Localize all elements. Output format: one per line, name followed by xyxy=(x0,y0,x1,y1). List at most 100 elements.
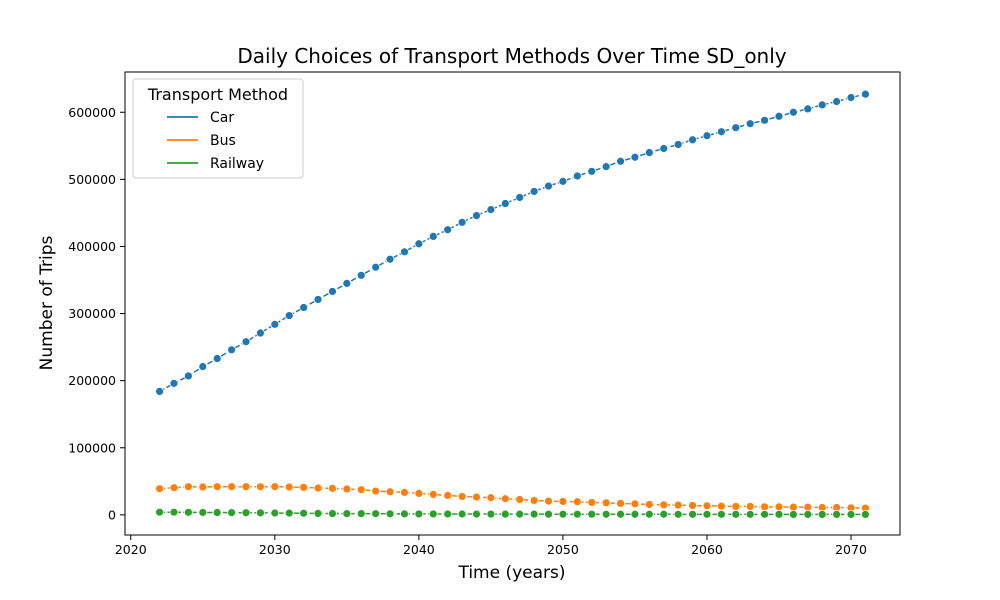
data-point-railway xyxy=(414,509,424,519)
data-point-railway xyxy=(385,509,395,519)
x-axis-label: Time (years) xyxy=(457,563,565,583)
data-point-bus xyxy=(299,482,309,492)
data-point-car xyxy=(572,171,582,181)
data-point-bus xyxy=(241,482,251,492)
data-point-bus xyxy=(774,502,784,512)
data-point-car xyxy=(630,152,640,162)
data-point-railway xyxy=(371,509,381,519)
data-point-car xyxy=(515,193,525,202)
data-point-car xyxy=(284,311,294,320)
legend-label-railway: Railway xyxy=(210,156,264,172)
data-point-railway xyxy=(760,509,769,519)
data-point-car xyxy=(328,287,337,296)
data-point-railway xyxy=(183,507,193,517)
data-point-car xyxy=(731,123,741,133)
data-point-car xyxy=(212,354,222,363)
data-point-car xyxy=(169,378,179,388)
data-point-railway xyxy=(716,509,726,519)
data-point-railway xyxy=(587,509,597,519)
data-point-bus xyxy=(284,482,294,492)
data-point-car xyxy=(414,239,424,249)
data-point-railway xyxy=(630,509,640,519)
data-point-car xyxy=(688,135,697,145)
data-point-car xyxy=(659,144,669,153)
y-tick-label: 300000 xyxy=(68,306,116,321)
data-point-railway xyxy=(774,509,784,519)
chart-title: Daily Choices of Transport Methods Over … xyxy=(237,44,786,68)
data-point-bus xyxy=(371,486,381,496)
data-point-railway xyxy=(644,509,654,519)
data-point-bus xyxy=(472,492,481,502)
data-point-bus xyxy=(673,500,683,510)
data-point-car xyxy=(500,199,510,208)
series-layer xyxy=(155,89,870,519)
data-point-bus xyxy=(443,491,453,500)
data-point-car xyxy=(789,107,798,117)
data-point-bus xyxy=(313,483,323,493)
data-point-car xyxy=(270,319,280,329)
data-point-railway xyxy=(428,509,438,519)
data-point-car xyxy=(601,162,611,172)
x-tick-label: 2020 xyxy=(115,542,147,557)
data-point-bus xyxy=(745,502,755,511)
data-point-bus xyxy=(572,497,582,507)
data-point-bus xyxy=(400,487,409,497)
plot-area xyxy=(124,71,901,536)
series-car xyxy=(155,89,870,396)
data-point-bus xyxy=(731,502,741,511)
data-point-railway xyxy=(688,509,697,519)
y-tick-label: 600000 xyxy=(68,105,116,120)
data-point-railway xyxy=(198,508,208,517)
data-point-car xyxy=(256,328,265,338)
legend: Transport Method Car Bus Railway xyxy=(132,78,304,179)
data-point-railway xyxy=(572,509,582,519)
x-tick-label: 2070 xyxy=(835,542,867,557)
data-point-car xyxy=(198,362,208,371)
data-point-car xyxy=(760,115,769,125)
data-point-bus xyxy=(702,501,712,511)
data-point-bus xyxy=(414,488,424,498)
data-point-railway xyxy=(803,509,813,519)
data-point-bus xyxy=(486,493,496,503)
data-point-car xyxy=(486,205,496,214)
x-tick-label: 2060 xyxy=(691,542,723,557)
y-tick-label: 100000 xyxy=(68,440,116,455)
data-point-car xyxy=(183,371,193,381)
data-point-bus xyxy=(428,490,438,499)
data-point-railway xyxy=(616,509,625,519)
data-point-car xyxy=(227,345,236,355)
data-point-railway xyxy=(745,509,755,519)
data-point-bus xyxy=(227,482,236,492)
data-point-bus xyxy=(760,502,769,512)
data-point-railway xyxy=(817,509,827,519)
data-point-bus xyxy=(630,499,640,509)
x-tick-label: 2030 xyxy=(259,542,291,557)
data-point-railway xyxy=(443,509,453,519)
data-point-bus xyxy=(212,482,222,492)
data-point-car xyxy=(846,93,856,102)
series-line-bus xyxy=(159,485,866,509)
data-point-railway xyxy=(299,508,309,518)
data-point-railway xyxy=(400,509,409,519)
data-point-railway xyxy=(544,509,553,519)
data-point-car xyxy=(428,231,438,241)
data-point-railway xyxy=(169,507,179,517)
data-point-car xyxy=(817,100,827,110)
data-point-car xyxy=(673,140,683,149)
data-point-railway xyxy=(861,509,870,519)
series-railway xyxy=(155,507,870,519)
data-point-car xyxy=(371,262,381,272)
data-point-railway xyxy=(515,509,525,519)
data-point-bus xyxy=(385,487,395,497)
data-point-bus xyxy=(558,497,568,506)
data-point-railway xyxy=(227,508,236,517)
y-axis-ticks: 0 100000 200000 300000 400000 500000 600000 xyxy=(68,105,125,522)
data-point-car xyxy=(616,156,625,166)
data-point-railway xyxy=(702,509,712,519)
data-point-car xyxy=(472,211,481,220)
data-point-railway xyxy=(472,509,481,519)
data-point-railway xyxy=(486,509,496,519)
legend-title: Transport Method xyxy=(147,85,288,104)
data-point-car xyxy=(558,176,568,186)
legend-label-bus: Bus xyxy=(210,133,236,149)
